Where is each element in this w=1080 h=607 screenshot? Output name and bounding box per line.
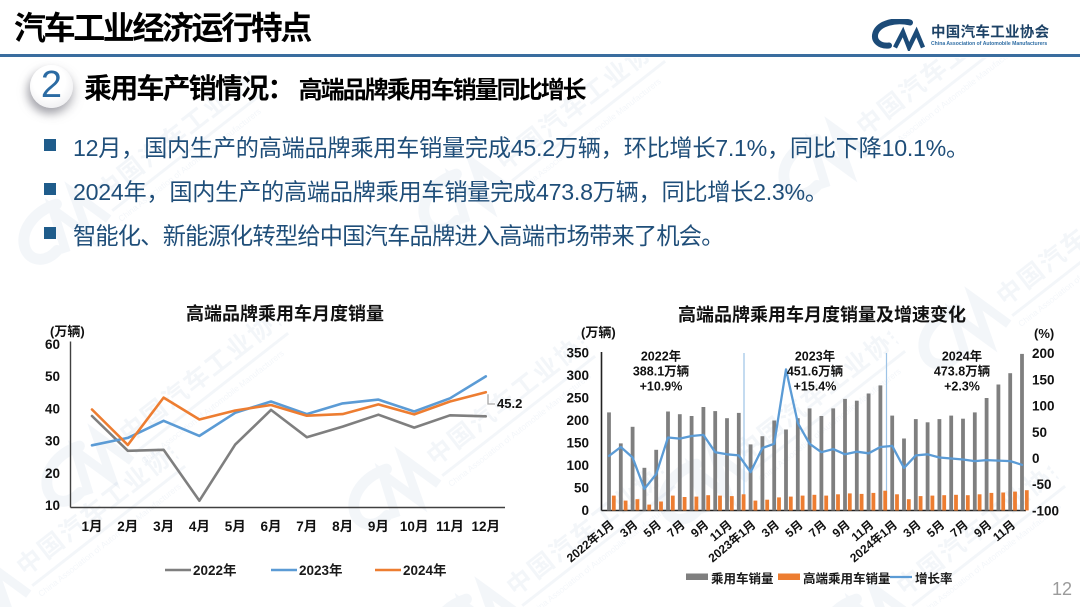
svg-text:2023年: 2023年 — [795, 349, 835, 364]
svg-text:2022年: 2022年 — [193, 562, 237, 578]
svg-text:40: 40 — [45, 401, 60, 416]
svg-text:4月: 4月 — [189, 519, 210, 534]
svg-text:10月: 10月 — [400, 519, 429, 534]
svg-text:12月: 12月 — [472, 519, 501, 534]
svg-text:9月: 9月 — [688, 518, 711, 541]
svg-text:(万辆): (万辆) — [50, 324, 85, 339]
svg-text:451.6万辆: 451.6万辆 — [787, 364, 844, 379]
svg-text:-50: -50 — [1032, 477, 1052, 492]
svg-text:5月: 5月 — [924, 518, 947, 541]
svg-text:2月: 2月 — [117, 519, 138, 534]
svg-text:60: 60 — [45, 337, 60, 352]
svg-text:5月: 5月 — [782, 518, 805, 541]
svg-text:(%): (%) — [1034, 326, 1054, 341]
svg-text:+15.4%: +15.4% — [794, 380, 837, 394]
svg-text:20: 20 — [45, 466, 60, 481]
svg-text:9月: 9月 — [368, 519, 389, 534]
svg-text:-100: -100 — [1032, 503, 1059, 518]
svg-text:2022年1月: 2022年1月 — [563, 517, 617, 565]
svg-text:乘用车销量: 乘用车销量 — [711, 571, 774, 586]
svg-text:150: 150 — [1032, 372, 1055, 387]
svg-text:6月: 6月 — [260, 519, 281, 534]
svg-text:30: 30 — [45, 434, 60, 449]
svg-text:(万辆): (万辆) — [581, 325, 616, 340]
svg-text:2022年: 2022年 — [641, 349, 681, 364]
svg-text:0: 0 — [581, 503, 589, 518]
svg-text:300: 300 — [566, 368, 589, 383]
svg-text:350: 350 — [566, 346, 589, 361]
svg-text:7月: 7月 — [948, 518, 971, 541]
svg-text:7月: 7月 — [664, 518, 687, 541]
svg-text:0: 0 — [1032, 451, 1040, 466]
svg-text:10: 10 — [45, 498, 60, 513]
svg-text:50: 50 — [574, 481, 589, 496]
svg-text:9月: 9月 — [830, 518, 853, 541]
svg-text:200: 200 — [566, 413, 589, 428]
svg-text:7月: 7月 — [296, 519, 317, 534]
svg-text:高端乘用车销量: 高端乘用车销量 — [803, 571, 891, 586]
svg-text:45.2: 45.2 — [497, 396, 522, 411]
svg-text:3月: 3月 — [900, 518, 923, 541]
svg-text:11月: 11月 — [436, 519, 464, 534]
svg-text:2023年: 2023年 — [299, 562, 343, 578]
svg-text:2024年: 2024年 — [942, 349, 982, 364]
svg-text:8月: 8月 — [332, 519, 353, 534]
svg-text:高端品牌乘用车月度销量及增速变化: 高端品牌乘用车月度销量及增速变化 — [678, 304, 966, 325]
svg-text:7月: 7月 — [806, 518, 829, 541]
svg-text:+10.9%: +10.9% — [640, 380, 683, 394]
svg-text:473.8万辆: 473.8万辆 — [934, 364, 991, 379]
svg-text:3月: 3月 — [759, 518, 782, 541]
svg-text:9月: 9月 — [971, 518, 994, 541]
svg-text:5月: 5月 — [641, 518, 664, 541]
svg-text:250: 250 — [566, 391, 589, 406]
svg-text:1月: 1月 — [81, 519, 102, 534]
svg-text:100: 100 — [566, 458, 589, 473]
svg-text:11月: 11月 — [990, 518, 1018, 545]
svg-text:388.1万辆: 388.1万辆 — [633, 364, 690, 379]
svg-text:50: 50 — [1032, 425, 1047, 440]
svg-text:150: 150 — [566, 436, 589, 451]
svg-text:3月: 3月 — [617, 518, 640, 541]
svg-text:+2.3%: +2.3% — [944, 380, 980, 394]
svg-text:2024年: 2024年 — [403, 562, 447, 578]
svg-text:50: 50 — [45, 369, 60, 384]
svg-text:高端品牌乘用车月度销量: 高端品牌乘用车月度销量 — [186, 303, 384, 324]
svg-text:200: 200 — [1032, 346, 1055, 361]
svg-text:5月: 5月 — [225, 519, 246, 534]
svg-text:3月: 3月 — [153, 519, 174, 534]
svg-text:100: 100 — [1032, 399, 1055, 414]
svg-text:增长率: 增长率 — [915, 571, 953, 586]
